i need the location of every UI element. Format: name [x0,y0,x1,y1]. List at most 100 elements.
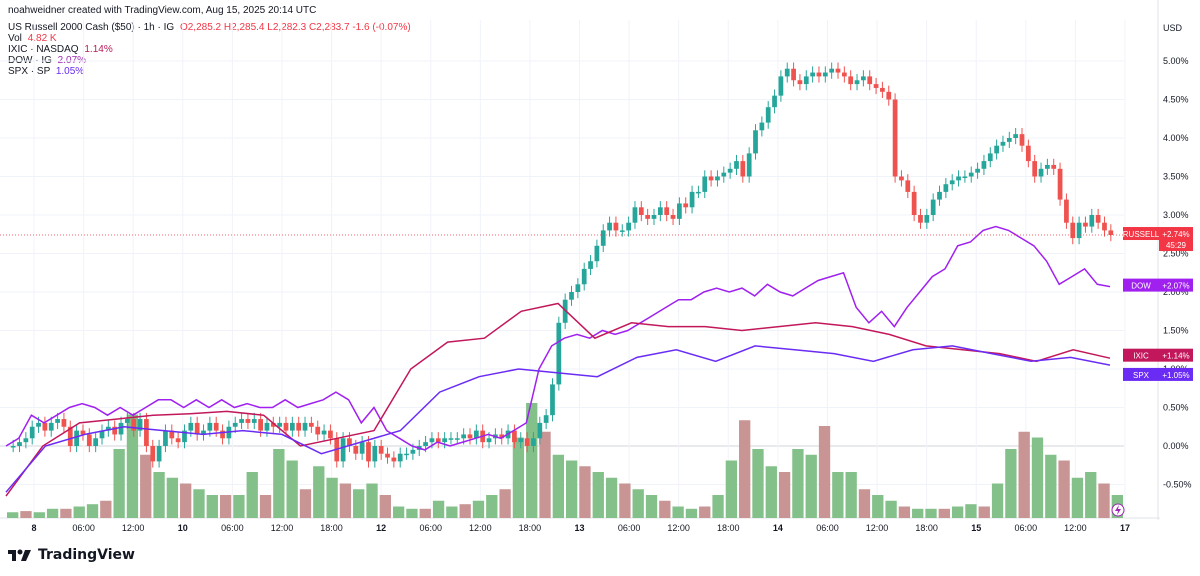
volume-bar [140,454,152,518]
series-value-label: +1.05% [1162,371,1189,380]
volume-bar [725,460,738,518]
candle-body [353,446,359,454]
candle-body [822,72,828,77]
candle-body [48,422,54,431]
candle-body [619,230,625,232]
x-tick-label: 18:00 [519,523,542,533]
candle-body [429,438,435,443]
candle-body [201,430,206,435]
legend-spx-label[interactable]: SPX · SP [8,66,51,77]
candle-body [550,384,555,416]
series-value-badge [1159,367,1193,381]
candle-body [188,422,194,431]
volume-bar [180,483,192,518]
candle-body [404,453,409,456]
candle-body [911,191,917,215]
candle-body [144,419,149,446]
candle-body [975,168,980,173]
chart-attribution: noahweidner created with TradingView.com… [8,5,317,16]
candle-body [10,446,16,448]
volume-bar [233,495,245,518]
volume-bar [1018,431,1030,518]
volume-bar [313,466,325,518]
x-tick-label: 14 [773,523,783,533]
y-tick-label: 2.00% [1163,287,1189,297]
volume-bar [872,495,884,518]
candle-body [1095,215,1101,223]
y-tick-label: 3.50% [1163,172,1189,182]
volume-bar [765,466,777,518]
candle-body [29,426,35,439]
candle-body [803,76,809,85]
volume-bar [619,483,631,518]
candle-body [740,161,746,177]
candle-body [442,438,447,443]
candle-body [797,80,803,85]
candle-body [448,438,454,440]
lightning-icon-glyph [1115,505,1121,515]
legend-ixic-label[interactable]: IXIC · NASDAQ [8,44,79,55]
candle-body [175,438,181,443]
volume-bar [978,506,990,518]
candle-body [968,172,974,177]
candle-body [61,419,67,427]
candle-body [213,422,219,431]
candle-body [638,207,644,215]
volume-bar [1058,460,1070,518]
legend-symbol-row: US Russell 2000 Cash ($50) · 1h · IG O2,… [8,22,411,33]
legend-vol-label[interactable]: Vol [8,33,22,44]
volume-bar [219,495,232,518]
candle-body [347,438,352,446]
volume-bar [566,460,578,518]
volume-bar [419,508,431,518]
candle-body [397,453,403,462]
x-tick-label: 17 [1120,523,1130,533]
candle-body [899,176,904,181]
legend-symbol[interactable]: US Russell 2000 Cash ($50) · 1h · IG [8,22,175,33]
candle-body [791,68,796,81]
candle-body [569,292,574,300]
candle-body [670,215,676,219]
volume-bar [166,477,179,518]
candle-body [277,422,283,427]
candle-body [93,438,99,446]
volume-bar [858,489,871,518]
series-countdown-label: 45:29 [1166,241,1187,250]
candle-body [499,434,505,439]
candle-body [531,438,536,446]
candle-body [1076,222,1082,239]
volume-bar [672,506,684,518]
candle-body [359,442,365,454]
candle-body [581,268,587,285]
volume-bar [898,506,911,518]
volume-bar [1045,454,1057,518]
volume-bar [632,489,644,518]
candle-body [194,422,200,435]
candle-body [1051,164,1057,169]
candle-body [600,230,606,246]
volume-bar [912,508,924,518]
candle-body [454,438,460,440]
volume-bar [951,506,964,518]
volume-bar [46,508,59,518]
volume-bar [805,454,817,518]
legend-ixic-value: 1.14% [84,44,113,55]
x-tick-label: 06:00 [618,523,641,533]
x-tick-label: 12:00 [469,523,492,533]
x-tick-label: 06:00 [816,523,839,533]
candle-body [759,122,765,131]
candle-body [99,430,105,439]
candle-body [23,438,29,443]
candle-body [702,176,708,192]
candle-body [746,153,752,177]
volume-bar [645,495,658,518]
volume-bar [246,472,258,518]
candle-body [321,430,327,435]
candle-body [283,422,289,431]
candle-body [861,76,866,81]
candle-body [118,422,124,435]
candle-body [378,446,384,454]
candle-body [994,145,999,154]
x-tick-label: 06:00 [1015,523,1038,533]
